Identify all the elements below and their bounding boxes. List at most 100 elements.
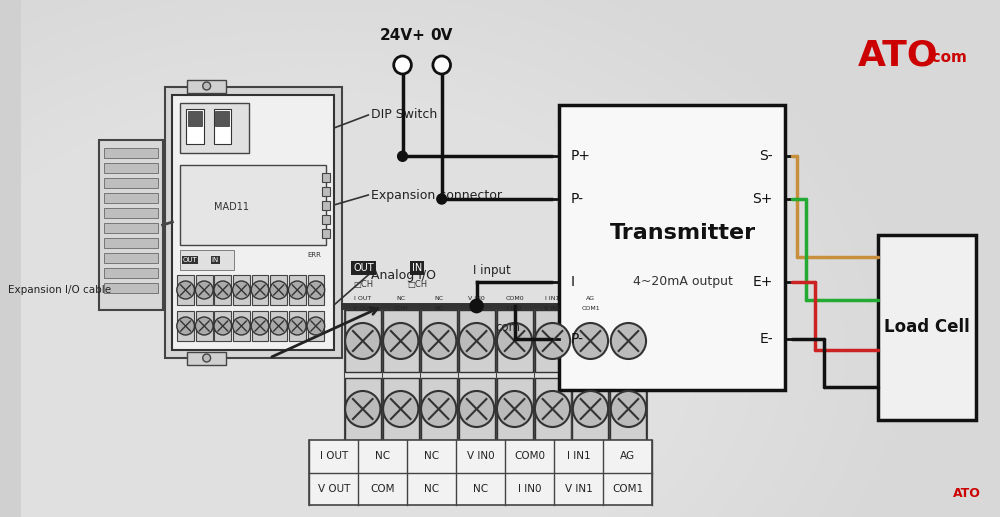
FancyBboxPatch shape	[187, 80, 226, 93]
Circle shape	[459, 323, 494, 359]
Text: Expansion connector: Expansion connector	[371, 189, 502, 202]
FancyBboxPatch shape	[233, 311, 250, 341]
FancyBboxPatch shape	[383, 310, 419, 372]
FancyBboxPatch shape	[180, 250, 234, 270]
Circle shape	[394, 56, 411, 74]
Circle shape	[288, 281, 306, 299]
Circle shape	[383, 323, 418, 359]
FancyBboxPatch shape	[104, 283, 158, 293]
FancyBboxPatch shape	[214, 109, 231, 144]
Circle shape	[437, 194, 447, 204]
Circle shape	[270, 317, 287, 335]
Text: .com: .com	[927, 50, 967, 65]
Circle shape	[177, 281, 194, 299]
Text: I: I	[571, 275, 575, 288]
Text: NC: NC	[434, 296, 443, 300]
FancyBboxPatch shape	[308, 311, 324, 341]
FancyBboxPatch shape	[572, 378, 608, 440]
Circle shape	[195, 317, 213, 335]
Text: COM: COM	[393, 306, 408, 311]
Text: COM1: COM1	[581, 306, 600, 311]
Text: Expansion I/O cable: Expansion I/O cable	[8, 285, 111, 295]
FancyBboxPatch shape	[214, 311, 231, 341]
Text: ATO: ATO	[953, 487, 980, 500]
Text: AG: AG	[586, 296, 595, 300]
Text: Transmitter: Transmitter	[610, 223, 756, 244]
Text: S+: S+	[752, 192, 773, 206]
Circle shape	[195, 281, 213, 299]
Text: ATO: ATO	[858, 38, 939, 72]
Text: NC: NC	[396, 296, 405, 300]
Circle shape	[611, 391, 646, 427]
FancyBboxPatch shape	[289, 275, 306, 305]
Circle shape	[251, 281, 269, 299]
Text: □CH: □CH	[353, 281, 373, 290]
FancyBboxPatch shape	[233, 275, 250, 305]
Circle shape	[421, 323, 456, 359]
Circle shape	[497, 391, 532, 427]
Circle shape	[270, 281, 287, 299]
FancyBboxPatch shape	[104, 193, 158, 203]
FancyBboxPatch shape	[459, 310, 495, 372]
Text: V IN0: V IN0	[468, 296, 485, 300]
FancyBboxPatch shape	[215, 111, 229, 126]
Circle shape	[573, 323, 608, 359]
Text: I IN1: I IN1	[545, 296, 560, 300]
FancyBboxPatch shape	[99, 140, 163, 310]
Circle shape	[307, 281, 325, 299]
FancyBboxPatch shape	[308, 275, 324, 305]
Circle shape	[345, 323, 380, 359]
Circle shape	[383, 391, 418, 427]
Text: COM1: COM1	[612, 484, 643, 494]
FancyBboxPatch shape	[878, 235, 976, 420]
Text: I IN0: I IN0	[518, 484, 542, 494]
FancyBboxPatch shape	[270, 311, 287, 341]
FancyBboxPatch shape	[572, 310, 608, 372]
FancyBboxPatch shape	[289, 311, 306, 341]
Text: MAD11: MAD11	[214, 202, 249, 212]
Text: IN: IN	[212, 257, 219, 263]
Circle shape	[214, 317, 232, 335]
FancyBboxPatch shape	[104, 208, 158, 218]
FancyBboxPatch shape	[165, 87, 342, 358]
Text: E+: E+	[752, 275, 773, 288]
FancyBboxPatch shape	[104, 223, 158, 233]
FancyBboxPatch shape	[188, 111, 202, 126]
FancyBboxPatch shape	[104, 163, 158, 173]
FancyBboxPatch shape	[196, 275, 213, 305]
FancyBboxPatch shape	[187, 352, 226, 365]
FancyBboxPatch shape	[497, 378, 533, 440]
FancyBboxPatch shape	[322, 215, 330, 224]
Text: AG: AG	[620, 451, 635, 461]
FancyBboxPatch shape	[309, 440, 652, 505]
FancyBboxPatch shape	[252, 311, 268, 341]
Text: 4~20mA output: 4~20mA output	[633, 275, 733, 288]
Text: P-: P-	[571, 192, 584, 206]
Text: I input: I input	[473, 264, 510, 277]
Circle shape	[251, 317, 269, 335]
Text: COM0: COM0	[514, 451, 545, 461]
Text: P+: P+	[571, 149, 591, 163]
Text: Analog I/O: Analog I/O	[371, 268, 436, 281]
Text: OUT: OUT	[353, 263, 374, 273]
FancyBboxPatch shape	[177, 275, 194, 305]
FancyBboxPatch shape	[172, 95, 334, 350]
Circle shape	[203, 82, 211, 90]
FancyBboxPatch shape	[559, 105, 785, 390]
Circle shape	[535, 323, 570, 359]
FancyBboxPatch shape	[535, 310, 571, 372]
FancyBboxPatch shape	[322, 187, 330, 196]
Circle shape	[573, 391, 608, 427]
Text: Load Cell: Load Cell	[884, 318, 969, 337]
Text: 24V+: 24V+	[380, 28, 425, 43]
Text: V IN0: V IN0	[467, 451, 495, 461]
FancyBboxPatch shape	[459, 378, 495, 440]
Circle shape	[398, 151, 407, 161]
FancyBboxPatch shape	[345, 378, 381, 440]
Circle shape	[203, 354, 211, 362]
FancyBboxPatch shape	[497, 310, 533, 372]
Circle shape	[307, 317, 325, 335]
FancyBboxPatch shape	[421, 310, 457, 372]
Text: NC: NC	[375, 451, 391, 461]
Circle shape	[535, 391, 570, 427]
